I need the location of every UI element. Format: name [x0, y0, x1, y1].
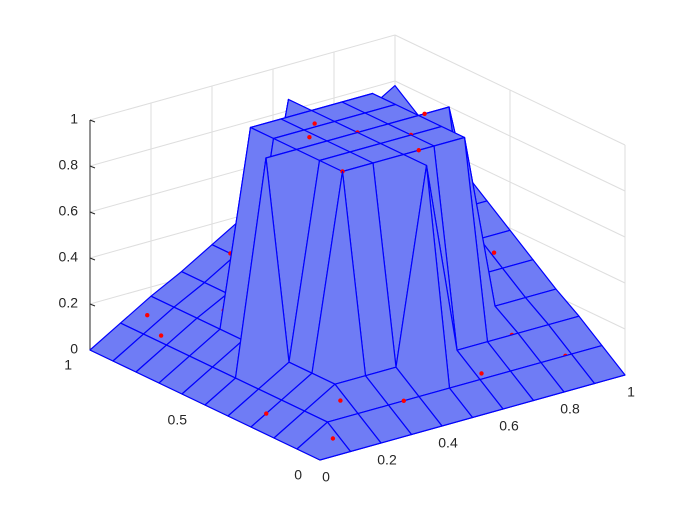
x-tick-label: 0.8: [560, 401, 580, 417]
x-tick-label: 0.6: [499, 418, 519, 434]
grid-line: [89, 80, 396, 167]
x-tick-label: 0.4: [438, 435, 458, 451]
sample-point: [479, 371, 484, 376]
sample-point: [307, 135, 312, 140]
sample-point: [158, 333, 164, 338]
z-tick: [89, 211, 96, 215]
sample-point: [330, 436, 336, 441]
z-tick-label: 0: [70, 341, 78, 357]
x-tick-label: 1: [627, 384, 635, 400]
z-tick: [89, 303, 96, 307]
sample-point: [145, 312, 150, 318]
sample-point: [264, 411, 269, 416]
x-tick-label: 0.2: [377, 452, 397, 468]
z-tick: [89, 119, 96, 123]
sample-point: [401, 398, 406, 404]
x-tick-label: 0: [322, 469, 330, 485]
z-tick-label: 0.6: [59, 203, 79, 219]
z-tick-label: 1: [70, 111, 78, 127]
sample-point: [491, 250, 497, 255]
z-tick-label: 0.4: [59, 249, 79, 265]
sample-point: [416, 148, 421, 153]
sample-point: [312, 121, 317, 126]
surface-cell: [296, 421, 352, 461]
y-tick-label: 1: [64, 357, 72, 373]
z-tick-label: 0.2: [59, 295, 79, 311]
z-tick: [89, 257, 96, 261]
y-tick-label: 0.5: [168, 412, 188, 428]
grid-line: [89, 34, 396, 121]
y-tick-label: 0: [294, 467, 302, 483]
z-tick-label: 0.8: [59, 157, 79, 173]
sample-point: [338, 398, 343, 403]
sample-point: [422, 111, 427, 117]
z-tick: [89, 165, 96, 169]
